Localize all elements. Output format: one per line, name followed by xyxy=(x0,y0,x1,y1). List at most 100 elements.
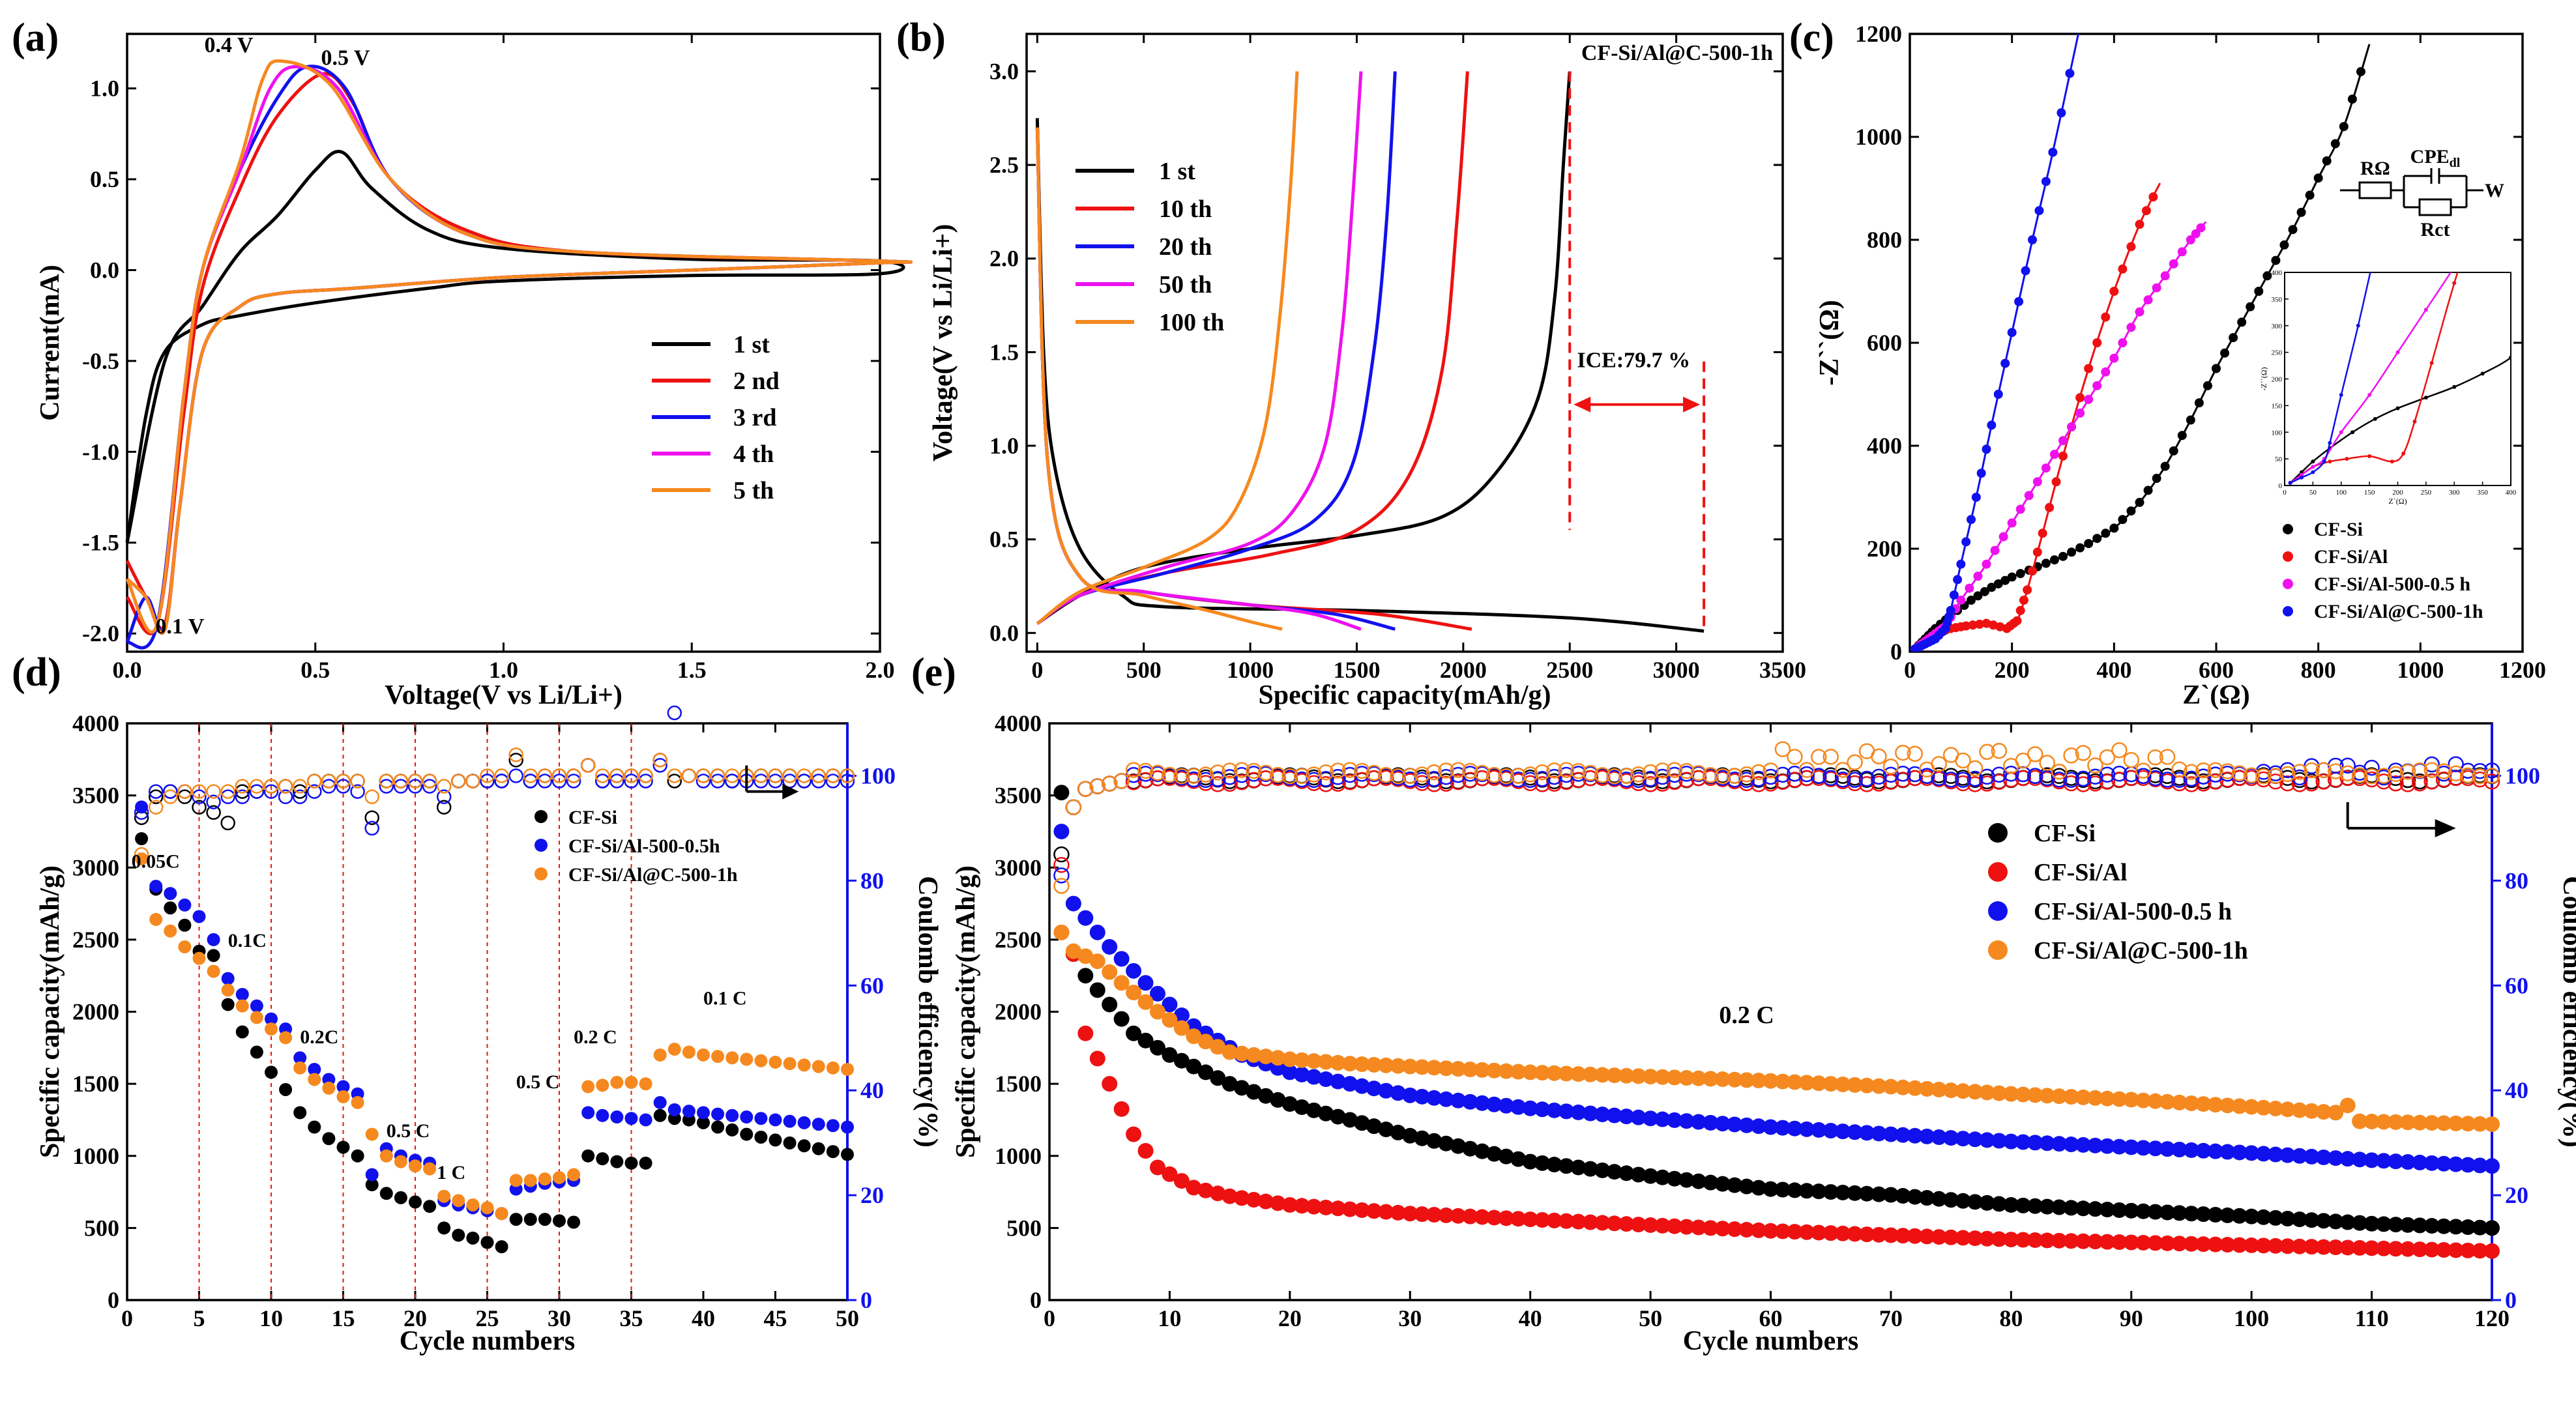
y-tick-label: 800 xyxy=(1867,227,1902,253)
x-tick-label: 30 xyxy=(548,1305,571,1331)
ce-point xyxy=(1967,760,1983,777)
capacity-point xyxy=(1606,1215,1622,1232)
circuit-label-r-omega: RΩ xyxy=(2360,158,2390,179)
capacity-point xyxy=(365,1168,379,1181)
capacity-point xyxy=(221,972,235,985)
y-tick-label: 1.5 xyxy=(989,339,1019,365)
impedance-point xyxy=(2169,446,2178,456)
capacity-point xyxy=(1643,1110,1659,1127)
capacity-point xyxy=(2219,1237,2236,1253)
x-tick-label: 3500 xyxy=(1759,657,1806,683)
inset-curves xyxy=(2288,180,2513,485)
capacity-point xyxy=(2171,1142,2188,1158)
capacity-point xyxy=(250,999,263,1013)
capacity-point xyxy=(322,1081,336,1095)
impedance-point xyxy=(1973,572,1983,581)
inset-point xyxy=(2509,180,2513,184)
capacity-point xyxy=(1774,1181,1791,1198)
ce-point xyxy=(1113,773,1130,789)
capacity-point xyxy=(135,832,149,845)
ce-point xyxy=(2412,775,2428,792)
capacity-point xyxy=(1426,1133,1442,1149)
capacity-point xyxy=(207,949,220,963)
capacity-point xyxy=(1270,1050,1286,1066)
capacity-point xyxy=(1763,1223,1779,1239)
capacity-point xyxy=(207,933,220,946)
capacity-point xyxy=(495,1207,508,1221)
capacity-point xyxy=(1246,1047,1262,1063)
capacity-point xyxy=(1053,823,1070,839)
capacity-point xyxy=(1113,1011,1130,1027)
legend-marker xyxy=(534,839,548,852)
ce-point xyxy=(1173,768,1190,785)
ce-point xyxy=(1847,772,1863,789)
capacity-point xyxy=(2399,1217,2416,1233)
inset-frame xyxy=(2284,272,2511,486)
capacity-point xyxy=(1967,1084,1983,1100)
capacity-point xyxy=(1919,1228,1935,1245)
capacity-point xyxy=(2244,1237,2260,1253)
ce-point xyxy=(1438,762,1454,779)
rate-label: 0.1 C xyxy=(703,987,747,1009)
ce-point xyxy=(350,774,365,789)
capacity-point xyxy=(1882,1227,1899,1243)
capacity-point xyxy=(2423,1241,2440,1258)
panel-d: (d)0 5 10 15 20 25 30 35 40 45 5005001000150020002… xyxy=(12,650,943,1356)
ce-point xyxy=(220,789,235,804)
capacity-point xyxy=(1234,1190,1250,1206)
impedance-point xyxy=(2048,147,2058,157)
ce-point xyxy=(163,784,178,799)
ce-point xyxy=(508,747,523,762)
ce-point xyxy=(667,768,682,783)
ce-point xyxy=(292,779,308,794)
impedance-point xyxy=(2101,367,2111,377)
capacity-point xyxy=(1943,1192,1959,1208)
capacity-point xyxy=(423,1200,437,1213)
capacity-point xyxy=(437,1221,451,1235)
capacity-point xyxy=(2448,1156,2464,1172)
x-tick-label: 0 xyxy=(1031,657,1043,683)
y-tick-label: 0 xyxy=(1890,639,1902,665)
charge-curve xyxy=(1036,71,1572,625)
capacity-point xyxy=(581,1106,595,1120)
ce-point xyxy=(2171,761,2188,778)
ce-point xyxy=(2087,757,2103,774)
ce-point xyxy=(1317,764,1334,781)
ce-point xyxy=(1390,768,1407,785)
capacity-point xyxy=(2412,1217,2428,1234)
capacity-point xyxy=(2159,1094,2176,1110)
ce-point xyxy=(494,768,509,783)
capacity-point xyxy=(1798,1075,1815,1091)
ce-point xyxy=(2339,765,2356,781)
capacity-point xyxy=(1498,1210,1514,1226)
capacity-point xyxy=(2460,1157,2476,1173)
y-axis-title: Voltage(V vs Li/Li+) xyxy=(928,224,958,462)
impedance-point xyxy=(1961,537,1971,547)
capacity-point xyxy=(351,1095,364,1109)
capacity-point xyxy=(1077,910,1094,926)
capacity-point xyxy=(1510,1099,1527,1115)
legend-label: CF-Si xyxy=(2034,820,2096,847)
capacity-point xyxy=(2339,1151,2356,1167)
capacity-point xyxy=(2388,1153,2404,1170)
capacity-point xyxy=(1186,1028,1202,1045)
capacity-point xyxy=(2484,1243,2500,1259)
capacity-point xyxy=(1570,1066,1587,1082)
ce-point xyxy=(206,794,221,809)
impedance-point xyxy=(2177,247,2187,257)
equivalent-circuit: RΩ CPEdl Rct W xyxy=(2340,146,2504,240)
x-tick-label: 0 xyxy=(1044,1305,1055,1331)
ce-point xyxy=(1053,846,1070,863)
y-tick-label: 0 xyxy=(108,1287,119,1313)
y-tick-label: 0 xyxy=(1030,1287,1042,1313)
ce-point xyxy=(724,768,740,783)
x-tick-label: 600 xyxy=(2199,657,2234,683)
ce-point xyxy=(1822,749,1839,765)
ce-point xyxy=(350,784,365,799)
capacity-point xyxy=(1895,1079,1911,1095)
ce-point xyxy=(1798,766,1815,783)
capacity-point xyxy=(2376,1240,2392,1256)
cv-curve xyxy=(125,65,913,635)
ce-point xyxy=(364,789,379,804)
ce-point xyxy=(393,774,409,789)
